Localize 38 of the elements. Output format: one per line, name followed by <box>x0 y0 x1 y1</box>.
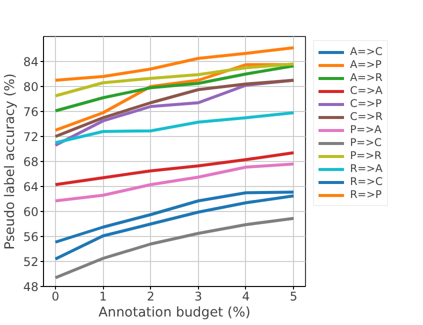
y-tick-label: 48 <box>23 280 39 294</box>
legend-label: P=>R <box>350 149 382 162</box>
y-tick-label: 56 <box>23 230 39 244</box>
line-series <box>54 62 296 98</box>
y-tick-label: 80 <box>23 80 39 94</box>
legend-label: A=>R <box>350 71 383 84</box>
line-series <box>54 194 296 260</box>
legend-label: R=>A <box>350 162 383 175</box>
legend-label: R=>P <box>350 188 382 201</box>
y-tick-label: 64 <box>23 180 39 194</box>
legend-label: C=>A <box>350 84 383 97</box>
x-tick-label: 5 <box>290 290 298 304</box>
legend-label: A=>P <box>350 58 382 71</box>
x-tick-label: 0 <box>52 290 60 304</box>
x-tick-label: 3 <box>194 290 202 304</box>
line-series <box>54 162 296 202</box>
legend-label: R=>C <box>350 175 383 188</box>
y-tick-label: 72 <box>23 130 39 144</box>
line-series <box>54 46 296 82</box>
legend-label: C=>R <box>350 110 383 123</box>
legend-label: P=>A <box>350 123 382 136</box>
x-tick-label: 2 <box>146 290 155 304</box>
y-tick-label: 76 <box>23 105 39 119</box>
line-series <box>54 216 296 280</box>
line-series <box>54 64 296 112</box>
y-tick-label: 84 <box>23 55 39 69</box>
legend-label: P=>C <box>350 136 382 149</box>
x-axis-title: Annotation budget (%) <box>98 306 250 320</box>
y-axis-title: Pseudo label accuracy (%) <box>3 73 18 250</box>
y-tick-label: 60 <box>23 205 39 219</box>
y-tick-label: 52 <box>23 255 39 269</box>
x-tick-label: 4 <box>242 290 250 304</box>
legend-label: A=>C <box>350 45 383 58</box>
y-tick-label: 68 <box>23 155 39 169</box>
line-series <box>54 111 296 144</box>
legend-label: C=>P <box>350 97 382 110</box>
line-series <box>54 151 296 186</box>
x-tick-label: 1 <box>99 290 107 304</box>
